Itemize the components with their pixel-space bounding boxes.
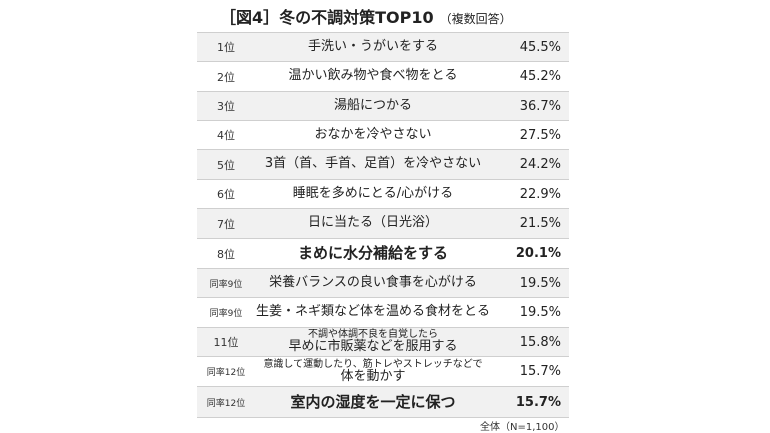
- title-main: ［図4］冬の不調対策TOP10: [220, 8, 434, 27]
- rank-label: 同率9位: [209, 309, 243, 319]
- item-line: 温かい飲み物や食べ物をとる: [288, 68, 458, 84]
- rank-label: 11位: [213, 336, 239, 349]
- rank-label: 8位: [217, 247, 235, 261]
- percentage-value: 19.5%: [519, 275, 561, 291]
- item-line: 生姜・ネギ類など体を温める食材をとる: [256, 304, 491, 320]
- item-line: 早めに市販薬などを服用する: [288, 339, 458, 355]
- rank-label: 5位: [217, 158, 235, 172]
- ranking-row: 同率12位 室内の湿度を一定に保つ 15.7%: [197, 387, 569, 418]
- percentage-value: 45.2%: [519, 69, 561, 84]
- rank-label: 同率12位: [206, 368, 246, 378]
- item-text: 生姜・ネギ類など体を温める食材をとる: [256, 298, 491, 327]
- rank-label: 4位: [217, 129, 235, 142]
- ranking-row: 5位 3首（首、手首、足首）を冷やさない 24.2%: [197, 150, 569, 180]
- ranking-row: 11位 不調や体調不良を自覚したら 早めに市販薬などを服用する 15.8%: [197, 328, 569, 357]
- percentage-value: 15.7%: [515, 394, 561, 410]
- item-text: 不調や体調不良を自覚したら 早めに市販薬などを服用する: [257, 328, 489, 356]
- percentage-value: 22.9%: [519, 186, 561, 202]
- ranking-row: 同率9位 生姜・ネギ類など体を温める食材をとる 19.5%: [197, 298, 569, 328]
- percentage-value: 21.5%: [519, 216, 561, 231]
- percentage-value: 19.5%: [519, 305, 561, 320]
- item-text: まめに水分補給をする: [257, 239, 489, 268]
- item-line: 体を動かす: [340, 368, 406, 384]
- item-text: 室内の湿度を一定に保つ: [257, 387, 489, 417]
- item-text: おなかを冷やさない: [257, 121, 489, 149]
- item-line: 室内の湿度を一定に保つ: [290, 392, 456, 411]
- percentage-value: 45.5%: [519, 39, 561, 55]
- rank-label: 7位: [217, 217, 235, 231]
- item-line: 睡眠を多めにとる/心がける: [292, 185, 454, 201]
- percentage-value: 20.1%: [515, 246, 561, 261]
- item-text: 手洗い・うがいをする: [257, 33, 489, 61]
- item-text: 3首（首、手首、足首）を冷やさない: [257, 150, 489, 179]
- percentage-value: 24.2%: [519, 157, 561, 172]
- rank-label: 同率12位: [206, 398, 246, 409]
- ranking-row: 4位 おなかを冷やさない 27.5%: [197, 121, 569, 150]
- percentage-value: 15.7%: [519, 364, 561, 379]
- item-text: 栄養バランスの良い食事を心がける: [257, 269, 489, 297]
- ranking-row: 6位 睡眠を多めにとる/心がける 22.9%: [197, 180, 569, 209]
- item-text: 湯船につかる: [257, 92, 489, 120]
- percentage-value: 36.7%: [519, 98, 561, 114]
- title-sub: （複数回答）: [439, 12, 512, 26]
- sample-size-note: 全体（N=1,100）: [480, 422, 565, 433]
- ranking-row: 1位 手洗い・うがいをする 45.5%: [197, 33, 569, 62]
- rank-label: 同率9位: [209, 279, 243, 290]
- item-line: 湯船につかる: [333, 97, 412, 113]
- ranking-row: 8位 まめに水分補給をする 20.1%: [197, 239, 569, 269]
- item-line: 手洗い・うがいをする: [307, 38, 438, 54]
- percentage-value: 27.5%: [519, 127, 561, 143]
- ranking-table: 1位 手洗い・うがいをする 45.5% 2位 温かい飲み物や食べ物をとる 45.2% 3位 湯…: [197, 32, 569, 422]
- item-line: 不調や体調不良を自覚したら: [308, 329, 438, 341]
- ranking-row: 2位 温かい飲み物や食べ物をとる 45.2%: [197, 62, 569, 92]
- ranking-row: 同率12位 意識して運動したり、筋トレやストレッチなどで 体を動かす 15.7%: [197, 357, 569, 387]
- ranking-row: 同率9位 栄養バランスの良い食事を心がける 19.5%: [197, 269, 569, 298]
- item-line: まめに水分補給をする: [297, 244, 448, 263]
- item-line: 意識して運動したり、筋トレやストレッチなどで: [263, 358, 483, 370]
- item-text: 温かい飲み物や食べ物をとる: [257, 62, 489, 91]
- rank-label: 6位: [217, 188, 235, 201]
- figure-title: ［図4］冬の不調対策TOP10 （複数回答）: [220, 6, 512, 30]
- item-text: 睡眠を多めにとる/心がける: [257, 180, 489, 208]
- item-line: おなかを冷やさない: [314, 126, 432, 142]
- item-text: 日に当たる（日光浴）: [257, 209, 489, 238]
- item-text: 意識して運動したり、筋トレやストレッチなどで 体を動かす: [257, 357, 489, 386]
- rank-label: 1位: [217, 41, 235, 54]
- ranking-row: 7位 日に当たる（日光浴） 21.5%: [197, 209, 569, 239]
- item-line: 栄養バランスの良い食事を心がける: [269, 274, 477, 290]
- percentage-value: 15.8%: [519, 334, 561, 350]
- item-line: 3首（首、手首、足首）を冷やさない: [264, 156, 482, 172]
- ranking-row: 3位 湯船につかる 36.7%: [197, 92, 569, 121]
- rank-label: 2位: [217, 70, 235, 84]
- item-line: 日に当たる（日光浴）: [307, 215, 438, 231]
- rank-label: 3位: [217, 100, 235, 113]
